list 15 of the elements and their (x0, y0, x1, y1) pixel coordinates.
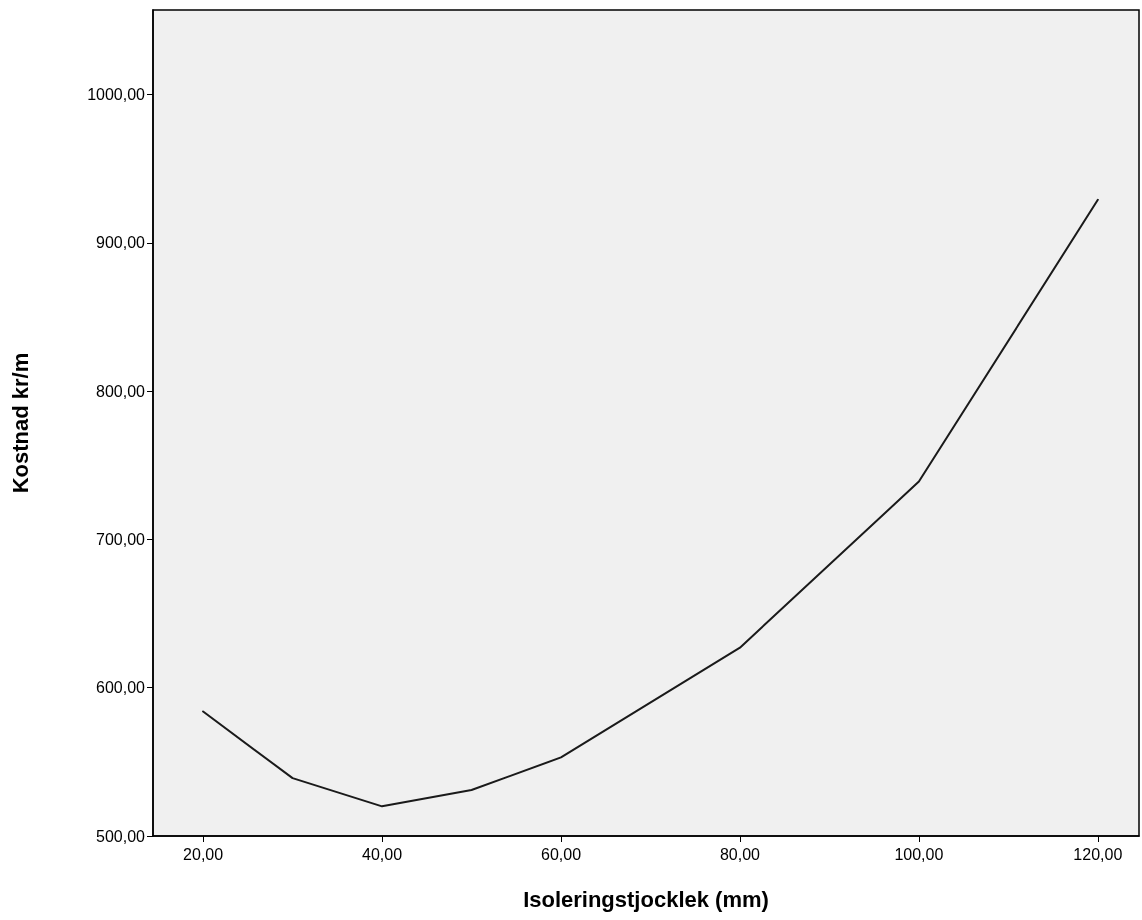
y-tick-label: 500,00 (96, 827, 146, 845)
x-tick-label: 120,00 (1073, 845, 1123, 863)
line-series (202, 198, 1099, 808)
x-tick-label: 60,00 (540, 845, 582, 863)
x-tick-label: 40,00 (362, 845, 403, 863)
x-tick-label: 20,00 (183, 845, 224, 863)
x-tick-label: 100,00 (894, 845, 944, 863)
y-tick-label: 900,00 (96, 234, 146, 252)
x-tick-label: 80,00 (719, 845, 761, 863)
y-tick-label: 800,00 (96, 382, 146, 400)
y-tick-label: 700,00 (96, 530, 146, 548)
x-axis-title: Isoleringstjocklek (mm) (523, 886, 769, 912)
y-tick-label: 1000,00 (87, 86, 146, 104)
y-axis-title: Kostnad kr/m (7, 352, 33, 494)
y-tick-label: 600,00 (96, 679, 146, 697)
